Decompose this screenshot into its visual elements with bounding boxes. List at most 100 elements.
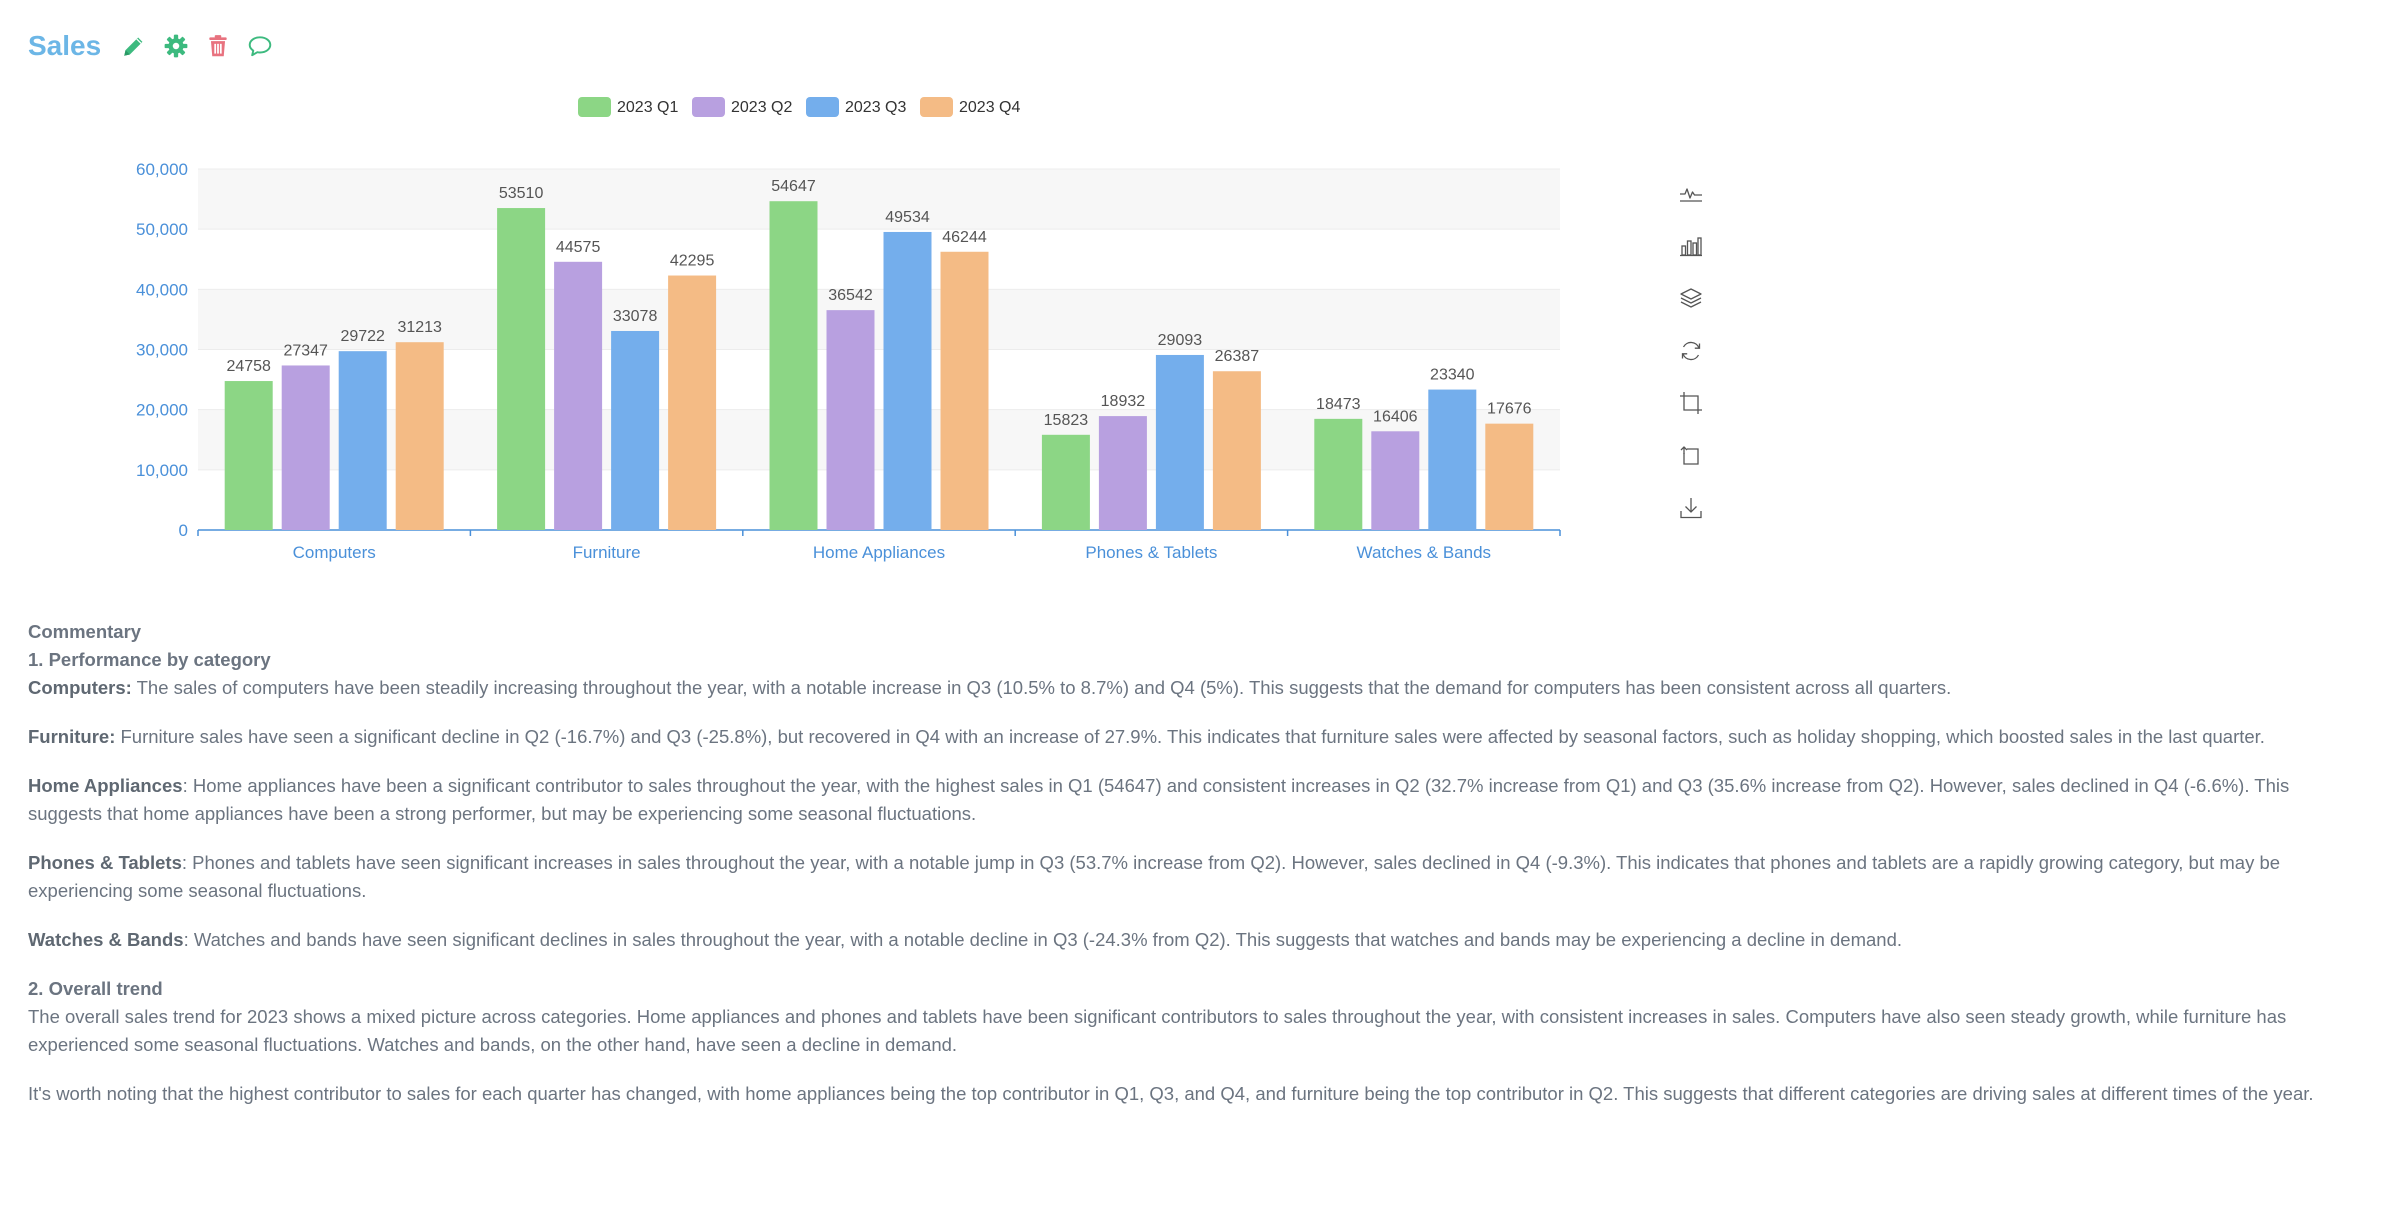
data-label: 33078 [613,308,658,325]
gear-icon[interactable] [161,31,191,61]
category-text: The sales of computers have been steadil… [131,677,1952,698]
trend-paragraph: The overall sales trend for 2023 shows a… [28,1006,2287,1055]
bar [554,261,603,530]
comment-icon[interactable] [245,31,275,61]
chart-toolbox [1676,178,1706,546]
bar [668,275,717,530]
category-paragraph: Phones & Tablets: Phones and tablets hav… [28,849,2358,905]
category-label: Furniture: [28,726,116,747]
data-label: 18473 [1316,396,1361,413]
bar-chart-icon[interactable] [1676,231,1706,261]
data-label: 44575 [556,239,601,256]
bar [281,365,330,530]
y-tick-label: 20,000 [136,401,188,420]
data-label: 24758 [226,358,271,375]
bar [1485,423,1534,530]
x-tick-label: Watches & Bands [1357,543,1492,562]
x-axis: Computers Furniture Home Appliances Phones … [197,529,1561,562]
category-paragraph: Furniture: Furniture sales have seen a s… [28,723,2358,751]
bar [826,310,875,530]
category-text: : Watches and bands have seen significan… [183,929,1903,950]
legend: 2023 Q1 2023 Q2 2023 Q3 2023 Q4 [578,97,1020,117]
line-chart-icon[interactable] [1676,178,1706,208]
bar [395,342,444,530]
category-text: Furniture sales have seen a significant … [115,726,2265,747]
category-text: : Phones and tablets have seen significa… [28,852,2281,901]
bar [1212,371,1261,530]
data-label: 54647 [771,178,816,195]
category-label: Computers: [28,677,132,698]
data-label: 42295 [670,253,715,270]
data-label: 17676 [1487,401,1532,418]
grid-band [198,169,1560,230]
data-labels: 24758 53510 54647 15823 18473 27347 44575 36542… [226,178,1531,429]
category-paragraph: Watches & Bands: Watches and bands have … [28,926,2358,954]
bar [611,330,660,530]
data-label: 29722 [340,328,385,345]
y-tick-label: 30,000 [136,341,188,360]
legend-swatch [920,97,953,117]
trash-icon[interactable] [203,31,233,61]
pencil-icon[interactable] [119,31,149,61]
commentary-section: Commentary 1. Performance by category Co… [28,618,2358,1129]
zoom-reset-icon[interactable] [1676,441,1706,471]
legend-label: 2023 Q1 [617,99,678,116]
data-label: 26387 [1215,348,1260,365]
grid-band [198,229,1560,290]
legend-label: 2023 Q2 [731,99,792,116]
trend-paragraph: It's worth noting that the highest contr… [28,1083,2314,1104]
data-label: 31213 [397,319,442,336]
download-icon[interactable] [1676,493,1706,523]
y-tick-label: 40,000 [136,280,188,299]
header: Sales [28,26,287,66]
legend-swatch [806,97,839,117]
x-tick-label: Computers [293,543,376,562]
bar-chart: 0 10,000 20,000 30,000 40,000 50,000 60,000 Co… [136,97,1561,562]
data-label: 53510 [499,185,544,202]
bar [1428,389,1477,530]
data-label: 18932 [1101,393,1146,410]
data-label: 46244 [942,229,987,246]
legend-label: 2023 Q4 [959,99,1020,116]
category-label: Home Appliances [28,775,183,796]
bar [497,208,546,530]
data-label: 15823 [1044,412,1089,429]
y-tick-label: 0 [179,521,188,540]
bar [224,381,273,530]
bar [1098,416,1147,530]
legend-swatch [692,97,725,117]
bar [1041,434,1090,530]
x-tick-label: Furniture [573,543,641,562]
x-tick-label: Home Appliances [813,543,945,562]
data-label: 16406 [1373,408,1418,425]
x-tick-label: Phones & Tablets [1085,543,1217,562]
refresh-icon[interactable] [1676,336,1706,366]
data-label: 27347 [283,342,328,359]
bar [1371,431,1420,530]
grid-band [198,289,1560,350]
page-title: Sales [28,30,102,61]
y-tick-label: 60,000 [136,160,188,179]
category-label: Phones & Tablets [28,852,182,873]
bar [338,351,387,530]
category-paragraph: Computers: The sales of computers have b… [28,674,2358,702]
data-label: 29093 [1158,332,1203,349]
bar [883,231,932,530]
bar [1314,418,1363,530]
data-label: 49534 [885,209,930,226]
section-heading: 2. Overall trend [28,978,163,999]
bar [1155,354,1204,530]
stack-icon[interactable] [1676,283,1706,313]
legend-swatch [578,97,611,117]
legend-label: 2023 Q3 [845,99,906,116]
data-label: 23340 [1430,367,1475,384]
data-label: 36542 [828,287,873,304]
bar-series [224,201,1534,531]
bar [769,201,818,530]
y-tick-label: 50,000 [136,220,188,239]
data-zoom-icon[interactable] [1676,388,1706,418]
category-paragraph: Home Appliances: Home appliances have be… [28,772,2358,828]
y-axis: 0 10,000 20,000 30,000 40,000 50,000 60,000 [136,160,188,540]
commentary-heading: Commentary [28,621,142,642]
category-text: : Home appliances have been a significan… [28,775,2290,824]
